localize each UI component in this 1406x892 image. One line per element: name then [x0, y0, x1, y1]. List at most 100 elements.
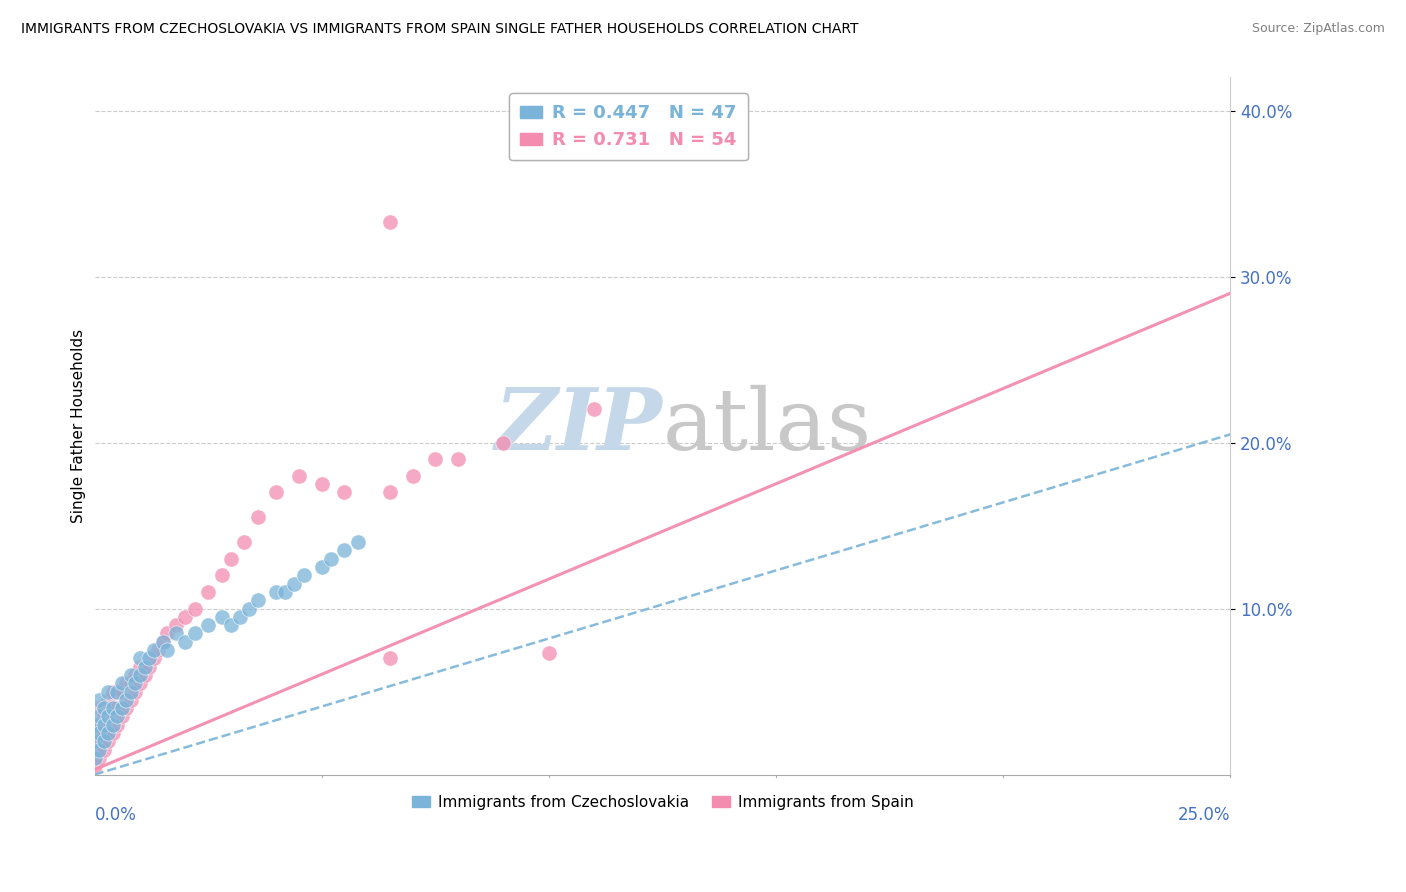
Point	[101, 718, 124, 732]
Point	[274, 585, 297, 599]
Point	[97, 734, 120, 748]
Point	[83, 751, 105, 765]
Point	[83, 734, 105, 748]
Point	[174, 634, 197, 648]
Point	[183, 601, 205, 615]
Point	[288, 468, 311, 483]
Point	[134, 659, 156, 673]
Point	[97, 709, 120, 723]
Point	[93, 726, 115, 740]
Point	[87, 734, 110, 748]
Point	[197, 585, 219, 599]
Point	[105, 684, 128, 698]
Point	[311, 560, 333, 574]
Point	[311, 477, 333, 491]
Point	[247, 593, 270, 607]
Point	[378, 215, 401, 229]
Point	[347, 535, 370, 549]
Point	[247, 510, 270, 524]
Point	[111, 684, 134, 698]
Point	[583, 402, 606, 417]
Point	[148, 643, 170, 657]
Legend: R = 0.447   N = 47, R = 0.731   N = 54: R = 0.447 N = 47, R = 0.731 N = 54	[509, 94, 748, 161]
Point	[152, 634, 174, 648]
Point	[124, 668, 146, 682]
Point	[333, 485, 356, 500]
Point	[111, 709, 134, 723]
Point	[292, 568, 315, 582]
Point	[124, 676, 146, 690]
Point	[111, 676, 134, 690]
Point	[333, 543, 356, 558]
Point	[229, 610, 252, 624]
Point	[142, 651, 165, 665]
Point	[101, 709, 124, 723]
Point	[105, 701, 128, 715]
Point	[93, 734, 115, 748]
Point	[129, 676, 152, 690]
Point	[105, 718, 128, 732]
Point	[97, 693, 120, 707]
Point	[93, 701, 115, 715]
Text: ZIP: ZIP	[495, 384, 662, 467]
Point	[105, 709, 128, 723]
Point	[138, 651, 160, 665]
Point	[152, 634, 174, 648]
Point	[165, 618, 187, 632]
Point	[425, 452, 447, 467]
Point	[197, 618, 219, 632]
Text: Source: ZipAtlas.com: Source: ZipAtlas.com	[1251, 22, 1385, 36]
Point	[93, 742, 115, 756]
Point	[97, 726, 120, 740]
Point	[138, 659, 160, 673]
Point	[87, 751, 110, 765]
Text: 0.0%: 0.0%	[94, 806, 136, 824]
Point	[83, 759, 105, 773]
Point	[129, 668, 152, 682]
Point	[120, 668, 142, 682]
Point	[134, 668, 156, 682]
Point	[156, 643, 179, 657]
Point	[219, 618, 242, 632]
Point	[120, 684, 142, 698]
Point	[142, 643, 165, 657]
Text: atlas: atlas	[662, 384, 872, 467]
Point	[83, 718, 105, 732]
Point	[319, 551, 342, 566]
Point	[283, 576, 305, 591]
Point	[211, 568, 233, 582]
Point	[97, 684, 120, 698]
Point	[233, 535, 256, 549]
Point	[87, 693, 110, 707]
Point	[97, 718, 120, 732]
Point	[183, 626, 205, 640]
Point	[120, 676, 142, 690]
Point	[87, 701, 110, 715]
Point	[238, 601, 260, 615]
Point	[219, 551, 242, 566]
Text: 25.0%: 25.0%	[1178, 806, 1230, 824]
Point	[87, 709, 110, 723]
Point	[115, 676, 138, 690]
Y-axis label: Single Father Households: Single Father Households	[72, 329, 86, 523]
Point	[266, 485, 288, 500]
Point	[378, 485, 401, 500]
Point	[156, 626, 179, 640]
Point	[378, 651, 401, 665]
Point	[120, 693, 142, 707]
Point	[111, 701, 134, 715]
Point	[101, 701, 124, 715]
Point	[124, 684, 146, 698]
Point	[211, 610, 233, 624]
Point	[537, 647, 560, 661]
Point	[174, 610, 197, 624]
Point	[115, 693, 138, 707]
Point	[129, 651, 152, 665]
Point	[93, 709, 115, 723]
Point	[101, 726, 124, 740]
Point	[401, 468, 423, 483]
Point	[87, 726, 110, 740]
Point	[115, 701, 138, 715]
Point	[83, 726, 105, 740]
Point	[129, 659, 152, 673]
